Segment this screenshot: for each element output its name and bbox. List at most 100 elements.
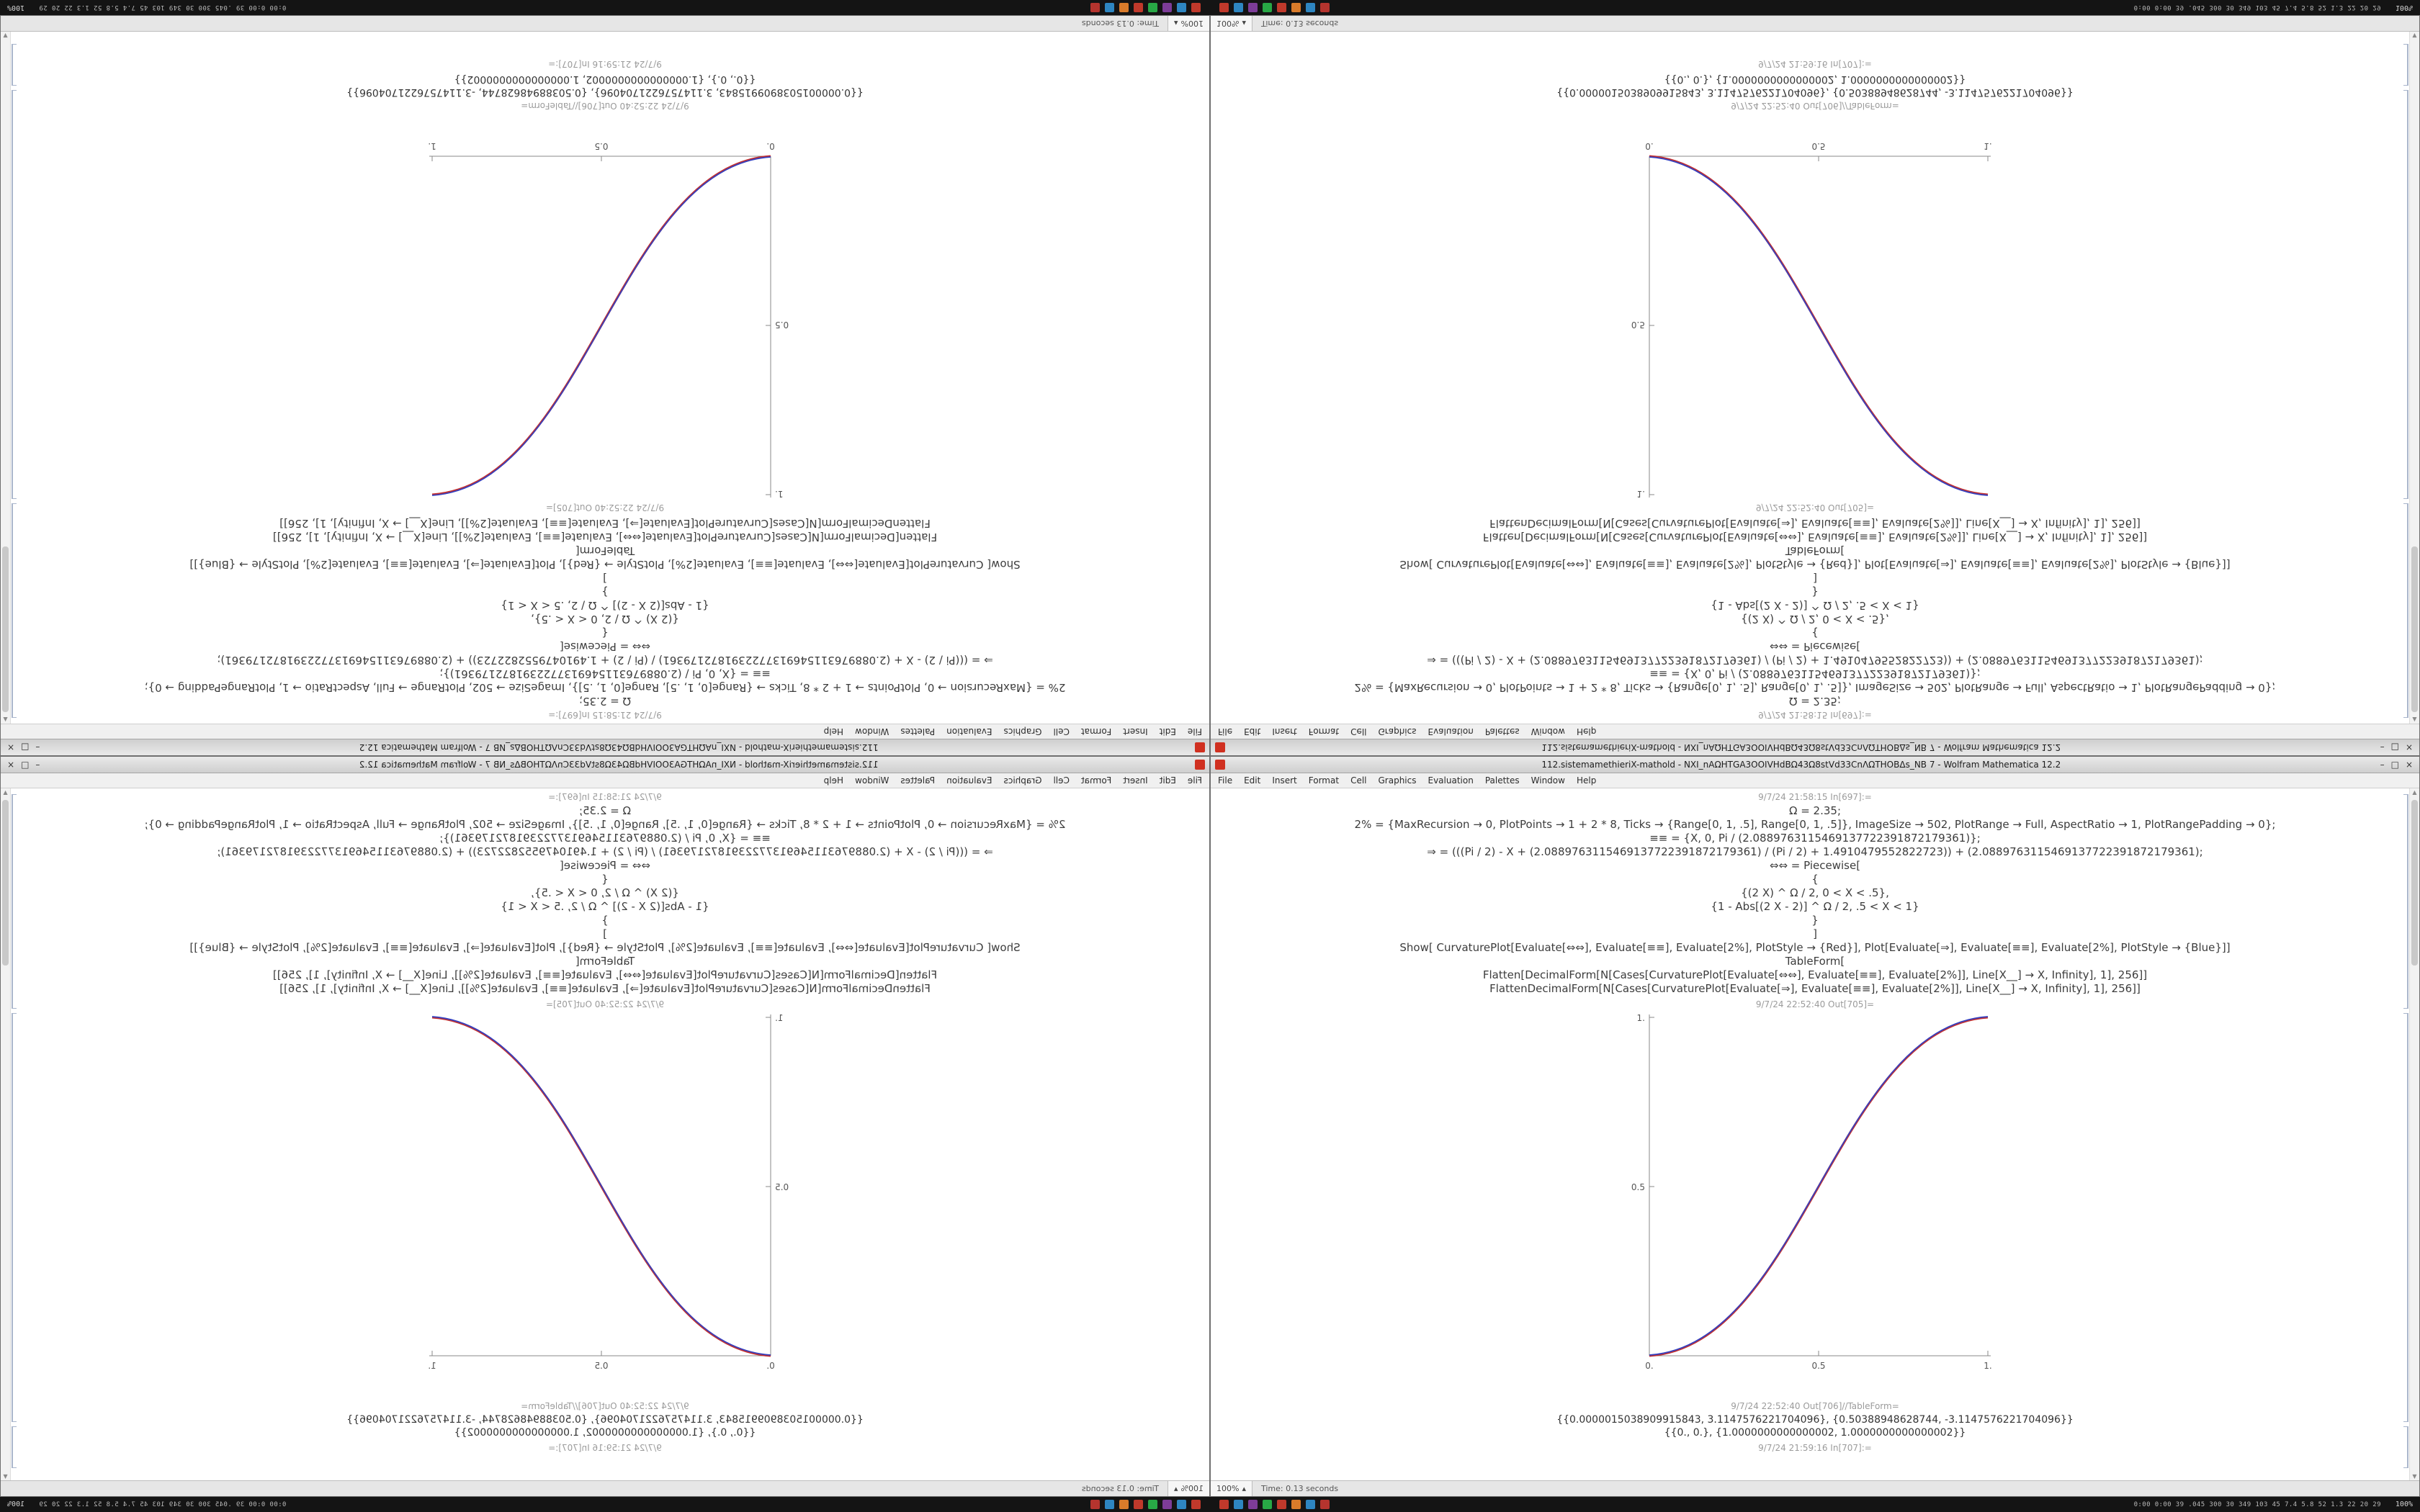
- menu-window[interactable]: Window: [1531, 726, 1565, 737]
- input-line[interactable]: }: [601, 585, 609, 598]
- menu-window[interactable]: Window: [855, 726, 889, 737]
- zoom-control[interactable]: 100% ▴: [1168, 16, 1209, 31]
- zoom-control[interactable]: 100% ▴: [1211, 16, 1252, 31]
- input-line[interactable]: 2% = {MaxRecursion → 0, PlotPoints → 1 +…: [1354, 681, 2276, 694]
- vertical-scrollbar[interactable]: ▲ ▼: [1, 788, 11, 1480]
- input-line[interactable]: Flatten[DecimalForm[N[Cases[CurvaturePlo…: [272, 968, 938, 981]
- taskbar-app-icon-2[interactable]: [1177, 1500, 1186, 1509]
- scroll-up-icon[interactable]: ▲: [2412, 716, 2417, 723]
- input-line[interactable]: ⇔⇔ = Piecewise[: [559, 640, 651, 653]
- input-line[interactable]: {: [601, 626, 609, 639]
- taskbar-app-icon-8[interactable]: [1090, 3, 1100, 12]
- vertical-scrollbar[interactable]: ▲ ▼: [1, 32, 11, 724]
- input-line[interactable]: ≡≡ = {X, 0, Pi / (2.08897631154691377223…: [1649, 832, 1981, 845]
- menu-graphics[interactable]: Graphics: [1003, 726, 1042, 737]
- cell-bracket-table-output[interactable]: [2403, 1426, 2408, 1468]
- input-line[interactable]: {(2 X) ^ Ω / 2, 0 < X < .5},: [531, 613, 679, 626]
- menu-evaluation[interactable]: Evaluation: [946, 726, 992, 737]
- minimize-button[interactable]: –: [2380, 760, 2385, 770]
- menu-edit[interactable]: Edit: [1244, 726, 1261, 737]
- maximize-button[interactable]: □: [21, 742, 30, 752]
- menu-help[interactable]: Help: [823, 726, 844, 737]
- taskbar-app-icon-5[interactable]: [1134, 3, 1143, 12]
- taskbar-app-icon-5[interactable]: [1134, 1500, 1143, 1509]
- scroll-up-icon[interactable]: ▲: [3, 716, 8, 723]
- menu-format[interactable]: Format: [1308, 726, 1340, 737]
- taskbar-app-icon-6[interactable]: [1291, 1500, 1301, 1509]
- input-line[interactable]: {: [601, 873, 609, 886]
- input-line[interactable]: FlattenDecimalForm[N[Cases[CurvaturePlot…: [279, 982, 931, 995]
- minimize-button[interactable]: –: [35, 742, 40, 752]
- zoom-control[interactable]: 100% ▴: [1168, 1481, 1209, 1496]
- menu-palettes[interactable]: Palettes: [900, 775, 936, 786]
- menu-palettes[interactable]: Palettes: [1484, 726, 1520, 737]
- taskbar-app-icon-2[interactable]: [1177, 3, 1186, 12]
- input-line[interactable]: TableForm[: [1785, 544, 1845, 557]
- menu-edit[interactable]: Edit: [1159, 726, 1176, 737]
- input-line[interactable]: Show[ CurvaturePlot[Evaluate[⇔⇔], Evalua…: [189, 941, 1021, 954]
- taskbar-app-icon-3[interactable]: [1248, 3, 1258, 12]
- notebook-content[interactable]: 9/7/24 21:58:15 In[697]:= Ω = 2.35; 2% =…: [1211, 788, 2419, 1480]
- maximize-button[interactable]: □: [21, 760, 30, 770]
- window-titlebar[interactable]: 112.sistemamethieriX-mathold - NXI_nAΩHT…: [1, 739, 1209, 755]
- cell-bracket-plot-output[interactable]: [2403, 1013, 2408, 1422]
- menu-help[interactable]: Help: [1576, 726, 1597, 737]
- input-line[interactable]: {1 - Abs[(2 X - 2)] ^ Ω / 2, .5 < X < 1}: [501, 900, 709, 913]
- taskbar-app-icon-4[interactable]: [1263, 1500, 1272, 1509]
- menu-cell[interactable]: Cell: [1053, 726, 1070, 737]
- cell-bracket-input[interactable]: [12, 503, 17, 718]
- maximize-button[interactable]: □: [2390, 742, 2399, 752]
- taskbar-app-icon-8[interactable]: [1320, 1500, 1330, 1509]
- input-line[interactable]: Show[ CurvaturePlot[Evaluate[⇔⇔], Evalua…: [1399, 941, 2231, 954]
- input-line[interactable]: ]: [1813, 927, 1817, 940]
- menu-palettes[interactable]: Palettes: [900, 726, 936, 737]
- vertical-scrollbar[interactable]: ▲ ▼: [2409, 32, 2419, 724]
- input-line[interactable]: ≡≡ = {X, 0, Pi / (2.08897631154691377223…: [1649, 667, 1981, 680]
- close-button[interactable]: ×: [2405, 760, 2413, 770]
- input-line[interactable]: }: [1811, 585, 1819, 598]
- input-line[interactable]: ⇒ = (((Pi / 2) - X + (2.0889763115469137…: [1427, 654, 2203, 667]
- menu-help[interactable]: Help: [823, 775, 844, 786]
- taskbar-app-icon-1[interactable]: [1219, 3, 1229, 12]
- input-line[interactable]: TableForm[: [575, 544, 635, 557]
- notebook-content[interactable]: 9/7/24 21:58:15 In[697]:= Ω = 2.35; 2% =…: [1, 788, 1209, 1480]
- input-line[interactable]: Ω = 2.35;: [578, 804, 632, 817]
- vertical-scrollbar[interactable]: ▲ ▼: [2409, 788, 2419, 1480]
- input-line[interactable]: ⇔⇔ = Piecewise[: [1769, 640, 1861, 653]
- taskbar-app-icon-2[interactable]: [1234, 3, 1243, 12]
- cell-bracket-table-output[interactable]: [2403, 44, 2408, 86]
- menu-evaluation[interactable]: Evaluation: [1428, 726, 1474, 737]
- menu-help[interactable]: Help: [1576, 775, 1597, 786]
- menu-insert[interactable]: Insert: [1272, 726, 1297, 737]
- input-line[interactable]: 2% = {MaxRecursion → 0, PlotPoints → 1 +…: [144, 681, 1066, 694]
- taskbar-app-icon-8[interactable]: [1090, 1500, 1100, 1509]
- menu-format[interactable]: Format: [1080, 726, 1112, 737]
- input-line[interactable]: 2% = {MaxRecursion → 0, PlotPoints → 1 +…: [1354, 818, 2276, 831]
- taskbar-app-icon-3[interactable]: [1248, 1500, 1258, 1509]
- taskbar-app-icon-4[interactable]: [1148, 3, 1157, 12]
- taskbar-app-icon-5[interactable]: [1277, 3, 1286, 12]
- zoom-control[interactable]: 100% ▴: [1211, 1481, 1252, 1496]
- scroll-down-icon[interactable]: ▼: [3, 32, 8, 39]
- input-line[interactable]: ]: [603, 572, 607, 585]
- input-line[interactable]: FlattenDecimalForm[N[Cases[CurvaturePlot…: [1489, 517, 2141, 530]
- input-line[interactable]: {(2 X) ^ Ω / 2, 0 < X < .5},: [1741, 613, 1889, 626]
- menu-graphics[interactable]: Graphics: [1003, 775, 1042, 786]
- input-line[interactable]: TableForm[: [1785, 955, 1845, 968]
- input-line[interactable]: {: [1811, 873, 1819, 886]
- input-line[interactable]: {1 - Abs[(2 X - 2)] ^ Ω / 2, .5 < X < 1}: [501, 599, 709, 612]
- scrollbar-thumb[interactable]: [2411, 546, 2418, 712]
- input-line[interactable]: ⇔⇔ = Piecewise[: [1769, 859, 1861, 872]
- taskbar-app-icon-6[interactable]: [1119, 3, 1129, 12]
- taskbar-app-icon-7[interactable]: [1306, 3, 1315, 12]
- menu-format[interactable]: Format: [1308, 775, 1340, 786]
- taskbar-app-icon-5[interactable]: [1277, 1500, 1286, 1509]
- input-line[interactable]: {(2 X) ^ Ω / 2, 0 < X < .5},: [531, 886, 679, 899]
- scroll-down-icon[interactable]: ▼: [3, 1473, 8, 1480]
- taskbar-app-icon-3[interactable]: [1162, 3, 1172, 12]
- menu-cell[interactable]: Cell: [1053, 775, 1070, 786]
- input-line[interactable]: ≡≡ = {X, 0, Pi / (2.08897631154691377223…: [439, 667, 771, 680]
- scroll-up-icon[interactable]: ▲: [2412, 789, 2417, 796]
- menu-window[interactable]: Window: [855, 775, 889, 786]
- menu-edit[interactable]: Edit: [1159, 775, 1176, 786]
